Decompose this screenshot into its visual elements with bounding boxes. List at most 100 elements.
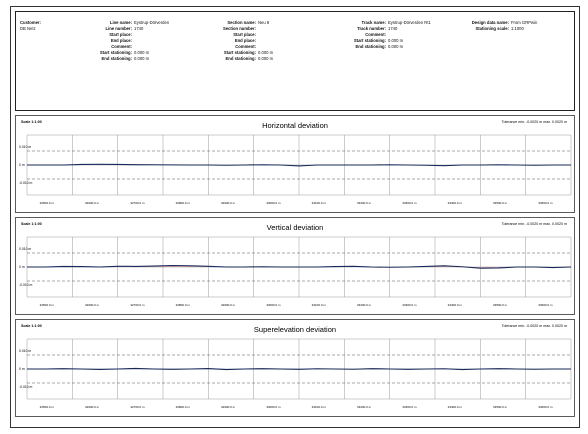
section-block: Section name: Neu 8 Section number: Start p… bbox=[206, 20, 328, 62]
track-field: Track number: 1740 bbox=[336, 26, 458, 32]
x-tick-label: 33400.0 m bbox=[448, 303, 463, 307]
line-field-label: Start place: bbox=[109, 32, 132, 37]
x-tick-label: 32700.0 m bbox=[130, 201, 145, 205]
x-tick-label: 32600.0 m bbox=[85, 405, 100, 409]
line-field: Line name: Eystrup-Dörverden bbox=[86, 20, 198, 26]
track-field: End stationing: 0.000 m bbox=[336, 44, 458, 50]
design-block: Design data name: From GRPwin Stationing s… bbox=[461, 20, 571, 32]
section-field: Section name: Neu 8 bbox=[206, 20, 328, 26]
tolerance-label: Tolerance min. -0.0020 m max. 0.0020 m bbox=[502, 120, 567, 124]
section-field: Start place: bbox=[206, 32, 328, 38]
deviation-chart: Scale 1:1:00 Tolerance min. -0.0020 m max… bbox=[15, 115, 575, 213]
design-field-value: 1:1000 bbox=[511, 26, 524, 31]
tolerance-label: Tolerance min. -0.0020 m max. 0.0020 m bbox=[502, 222, 567, 226]
section-field-value: 0.000 m bbox=[258, 56, 274, 61]
x-tick-label: 33000.0 m bbox=[266, 405, 281, 409]
tolerance-label: Tolerance min. -0.0020 m max. 0.0020 m bbox=[502, 324, 567, 328]
section-field-label: End place: bbox=[234, 38, 256, 43]
x-tick-label: 32900.0 m bbox=[221, 201, 236, 205]
x-tick-label: 32900.0 m bbox=[221, 405, 236, 409]
report-sheet: Customer: DB Netz Line name: Eystrup-Dörv… bbox=[10, 6, 580, 428]
x-tick-label: 32800.0 m bbox=[176, 405, 191, 409]
track-field-label: Comment: bbox=[365, 32, 386, 37]
deviation-series-line bbox=[27, 163, 571, 167]
section-field-label: Section name: bbox=[227, 20, 256, 25]
design-field-value: From GRPwin bbox=[511, 20, 538, 25]
line-field: Start place: bbox=[86, 32, 198, 38]
line-field-label: Line number: bbox=[105, 26, 132, 31]
track-field-label: End stationing: bbox=[355, 44, 386, 49]
x-tick-label: 33300.0 m bbox=[402, 405, 417, 409]
line-field-label: Start stationing: bbox=[99, 50, 132, 55]
deviation-panel: Scale 1:1:00 Tolerance min. -0.0020 m max… bbox=[15, 319, 575, 417]
customer-label: Customer: bbox=[20, 20, 41, 25]
report-header: Customer: DB Netz Line name: Eystrup-Dörv… bbox=[15, 11, 575, 111]
x-tick-label: 33400.0 m bbox=[448, 201, 463, 205]
design-field-label: Design data name: bbox=[471, 20, 509, 25]
panel-border bbox=[15, 115, 575, 213]
x-tick-label: 32800.0 m bbox=[176, 201, 191, 205]
line-field-value: 1740 bbox=[134, 26, 144, 31]
x-tick-label: 33100.0 m bbox=[312, 405, 327, 409]
section-field: End stationing: 0.000 m bbox=[206, 56, 328, 62]
section-field-value: Neu 8 bbox=[258, 20, 270, 25]
line-field-label: Line name: bbox=[109, 20, 132, 25]
line-field-label: Comment: bbox=[111, 44, 132, 49]
x-tick-label: 32600.0 m bbox=[85, 201, 100, 205]
panel-title: Vertical deviation bbox=[267, 223, 324, 232]
x-tick-label: 33500.0 m bbox=[493, 303, 508, 307]
y-tick-label: -0.010 m bbox=[19, 385, 33, 389]
customer-block: Customer: DB Netz bbox=[20, 20, 41, 32]
design-field-label: Stationing scale: bbox=[475, 26, 509, 31]
x-tick-label: 32700.0 m bbox=[130, 303, 145, 307]
y-tick-label: 0.010 m bbox=[19, 349, 31, 353]
x-tick-label: 33600.0 m bbox=[538, 201, 553, 205]
deviation-chart: Scale 1:1:00 Tolerance min. -0.0020 m max… bbox=[15, 217, 575, 315]
line-field: End stationing: 0.000 m bbox=[86, 56, 198, 62]
track-field-label: Start stationing: bbox=[353, 38, 386, 43]
track-field: Comment: bbox=[336, 32, 458, 38]
deviation-panel: Scale 1:1:00 Tolerance min. -0.0020 m max… bbox=[15, 115, 575, 213]
y-tick-label: -0.010 m bbox=[19, 181, 33, 185]
line-field: Start stationing: 0.000 m bbox=[86, 50, 198, 56]
deviation-panel: Scale 1:1:00 Tolerance min. -0.0020 m max… bbox=[15, 217, 575, 315]
x-tick-label: 32500.0 m bbox=[40, 303, 55, 307]
x-tick-label: 32600.0 m bbox=[85, 303, 100, 307]
x-tick-label: 33300.0 m bbox=[402, 303, 417, 307]
panel-title: Superelevation deviation bbox=[254, 325, 336, 334]
section-field-label: Comment: bbox=[235, 44, 256, 49]
track-block: Track name: Eystrup-Dörverden Rt1 Track nu… bbox=[336, 20, 458, 50]
track-field: Track name: Eystrup-Dörverden Rt1 bbox=[336, 20, 458, 26]
x-tick-label: 33300.0 m bbox=[402, 201, 417, 205]
section-field: End place: bbox=[206, 38, 328, 44]
design-field: Design data name: From GRPwin bbox=[461, 20, 571, 26]
deviation-series-line bbox=[27, 265, 572, 269]
x-tick-label: 33000.0 m bbox=[266, 303, 281, 307]
x-tick-label: 32500.0 m bbox=[40, 405, 55, 409]
line-field-label: End stationing: bbox=[101, 56, 132, 61]
x-tick-label: 33200.0 m bbox=[357, 405, 372, 409]
deviation-chart: Scale 1:1:00 Tolerance min. -0.0020 m max… bbox=[15, 319, 575, 417]
section-field-value: 0.000 m bbox=[258, 50, 274, 55]
line-field-value: 0.000 m bbox=[134, 50, 150, 55]
scale-label: Scale 1:1:00 bbox=[21, 120, 42, 124]
panel-title: Horizontal deviation bbox=[262, 121, 328, 130]
track-field-label: Track name: bbox=[361, 20, 386, 25]
customer-value: DB Netz bbox=[20, 26, 36, 31]
line-block: Line name: Eystrup-Dörverden Line number: 1… bbox=[86, 20, 198, 62]
line-field-value: Eystrup-Dörverden bbox=[134, 20, 170, 25]
x-tick-label: 33000.0 m bbox=[266, 201, 281, 205]
line-field-value: 0.000 m bbox=[134, 56, 150, 61]
x-tick-label: 33100.0 m bbox=[312, 303, 327, 307]
line-field: Line number: 1740 bbox=[86, 26, 198, 32]
x-tick-label: 32800.0 m bbox=[176, 303, 191, 307]
section-field: Start stationing: 0.000 m bbox=[206, 50, 328, 56]
y-tick-label: 0.010 m bbox=[19, 145, 31, 149]
line-field: End place: bbox=[86, 38, 198, 44]
section-field-label: Start stationing: bbox=[223, 50, 256, 55]
track-field-value: 1740 bbox=[388, 26, 398, 31]
track-field-value: 0.000 m bbox=[388, 44, 404, 49]
x-tick-label: 33400.0 m bbox=[448, 405, 463, 409]
section-field-label: Start place: bbox=[233, 32, 256, 37]
x-tick-label: 32700.0 m bbox=[130, 405, 145, 409]
